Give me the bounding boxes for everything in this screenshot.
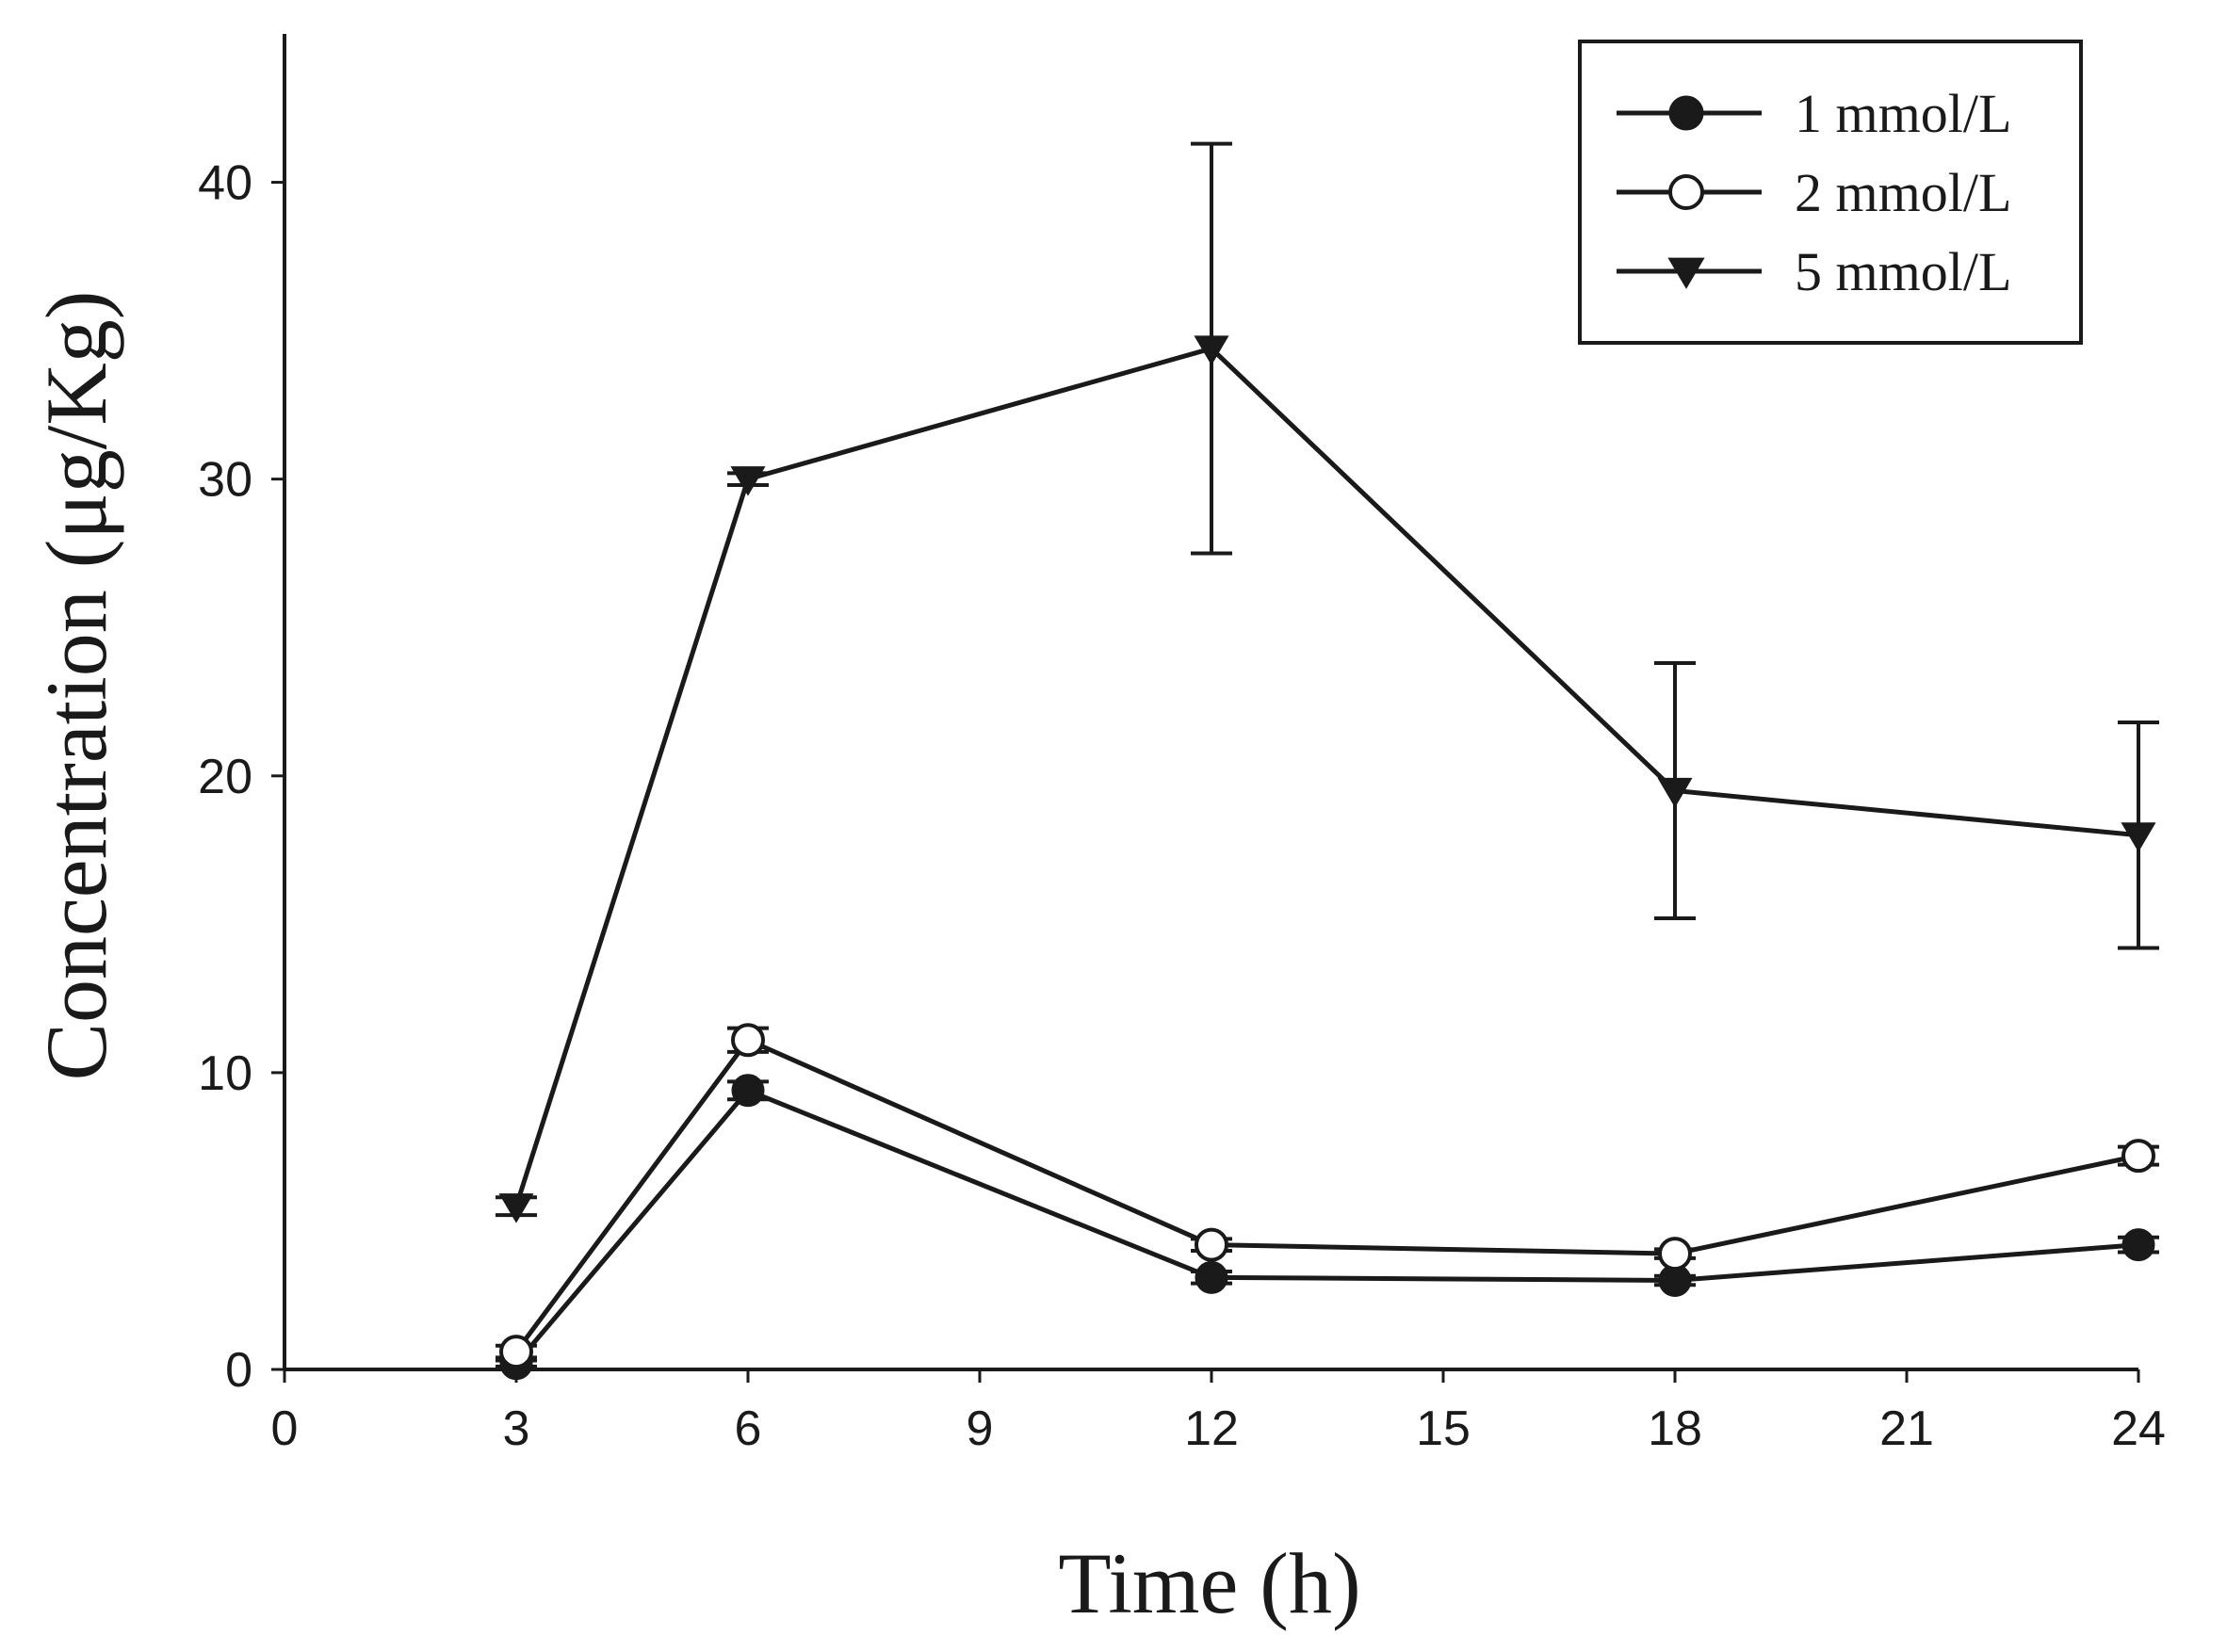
data-point (2121, 822, 2156, 852)
legend-marker (1667, 257, 1705, 289)
data-point (2121, 1228, 2155, 1262)
x-tick-label: 24 (2111, 1401, 2166, 1456)
legend-marker (1668, 174, 1704, 210)
data-point (731, 1023, 765, 1058)
data-point (499, 1335, 533, 1369)
legend-item: 1 mmol/L (1617, 83, 2011, 144)
legend-label: 2 mmol/L (1795, 162, 2011, 223)
data-point (730, 466, 766, 496)
data-point (1194, 335, 1229, 365)
y-axis-title: Concentration (μg/Kg) (28, 291, 124, 1081)
x-tick-label: 3 (503, 1401, 530, 1456)
x-tick-label: 6 (735, 1401, 762, 1456)
series-layer (496, 141, 2159, 1381)
legend-label: 5 mmol/L (1795, 241, 2011, 302)
series-3 (496, 141, 2159, 1223)
y-tick-label: 0 (225, 1343, 252, 1398)
legend-item: 5 mmol/L (1617, 241, 2011, 302)
series-line (513, 346, 2139, 1207)
x-tick-label: 18 (1648, 1401, 1702, 1456)
x-axis-title: Time (h) (1058, 1535, 1360, 1631)
x-tick-label: 12 (1184, 1401, 1239, 1456)
series-2 (496, 1023, 2159, 1369)
y-tick-label: 30 (198, 453, 252, 508)
data-point (1657, 777, 1693, 808)
x-tick-label: 15 (1416, 1401, 1471, 1456)
data-point (1195, 1260, 1228, 1294)
y-tick-label: 40 (198, 156, 252, 211)
y-tick-label: 20 (198, 750, 252, 804)
legend: 1 mmol/L 2 mmol/L 5 mmol/L (1578, 40, 2083, 345)
x-tick-label: 9 (967, 1401, 994, 1456)
data-point (2121, 1139, 2155, 1174)
series-line (514, 1088, 2139, 1366)
legend-label: 1 mmol/L (1795, 83, 2011, 144)
data-point (498, 1193, 534, 1223)
axes: 0 3 6 9 12 15 18 21 24 0 10 20 30 40 (198, 34, 2166, 1456)
data-point (1195, 1227, 1228, 1262)
legend-marker (1668, 95, 1704, 131)
data-point (1658, 1237, 1692, 1271)
series-1 (496, 1074, 2159, 1381)
y-tick-label: 10 (198, 1046, 252, 1101)
x-tick-label: 21 (1879, 1401, 1934, 1456)
data-point (731, 1074, 765, 1108)
legend-item: 2 mmol/L (1617, 162, 2011, 223)
x-tick-label: 0 (271, 1401, 299, 1456)
